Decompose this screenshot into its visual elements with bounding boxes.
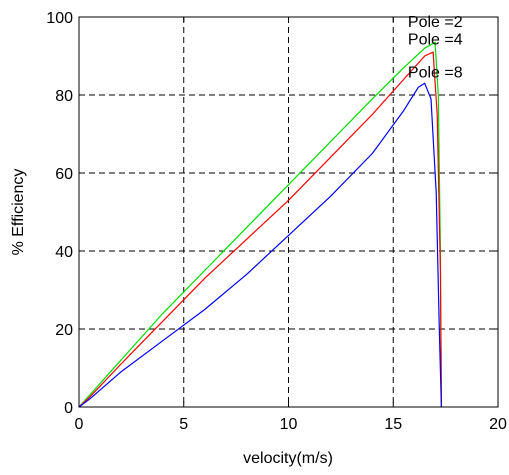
y-axis-title: % Efficiency — [10, 169, 27, 256]
x-axis-title: velocity(m/s) — [243, 450, 333, 467]
annotation-label: Pole =2 — [408, 14, 463, 31]
series-line-0 — [78, 41, 442, 408]
x-tick-label: 15 — [384, 416, 402, 433]
grid-lines — [79, 17, 498, 407]
y-tick-label: 0 — [64, 400, 73, 417]
axis-ticks: 0 5 10 15 20 0 20 40 60 80 100 — [46, 10, 507, 433]
annotation-label: Pole =4 — [408, 31, 463, 48]
x-tick-label: 10 — [280, 416, 298, 433]
y-tick-label: 40 — [55, 244, 73, 261]
y-tick-label: 60 — [55, 166, 73, 183]
annotation-label: Pole =8 — [408, 64, 463, 81]
x-tick-label: 0 — [75, 416, 84, 433]
x-tick-label: 20 — [489, 416, 507, 433]
y-tick-label: 80 — [55, 88, 73, 105]
plot-series — [78, 41, 442, 408]
y-tick-label: 20 — [55, 322, 73, 339]
series-line-1 — [78, 51, 442, 408]
x-tick-label: 5 — [179, 416, 188, 433]
series-line-2 — [78, 82, 442, 408]
y-tick-label: 100 — [46, 10, 73, 27]
